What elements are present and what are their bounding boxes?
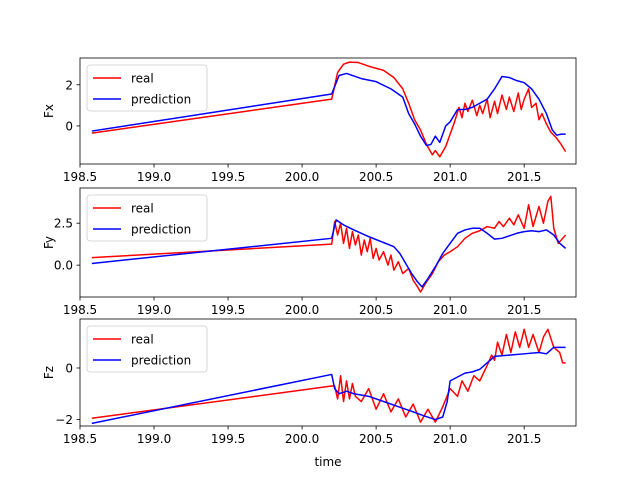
x-tick-label: 200.5 [359,432,393,446]
x-tick-label: 201.5 [507,303,541,317]
x-tick-label: 200.0 [285,303,319,317]
series-line-real [91,328,566,423]
series-line-real [91,61,567,158]
legend-label-real: real [131,72,154,86]
y-tick-label: 0 [65,119,73,133]
x-tick-label: 201.0 [433,170,467,184]
panel-2: 198.5 199.0 199.5 200.0 200.5 201.0 201.5 0.0 2.… [42,187,577,317]
x-tick-label: 200.5 [359,170,393,184]
y-axis-label: Fx [42,104,56,118]
legend: real prediction [86,64,208,112]
axes-frame [79,57,577,165]
series-line-prediction [91,72,566,147]
legend: real prediction [86,325,208,373]
x-tick-label: 201.5 [507,432,541,446]
y-tick-label: 0.0 [54,259,73,273]
panel-3: 198.5 199.0 199.5 200.0 200.5 201.0 201.5 −2 0 Fz… [42,318,577,469]
legend-label-prediction: prediction [131,93,191,107]
x-tick-label: 199.0 [137,432,171,446]
x-tick-label: 199.0 [137,303,171,317]
x-tick-label: 199.5 [211,432,245,446]
x-tick-label: 201.0 [433,303,467,317]
x-tick-label: 201.5 [507,170,541,184]
legend: real prediction [86,194,208,242]
x-tick-label: 199.5 [211,303,245,317]
series-line-prediction [91,219,567,288]
x-tick-label: 198.5 [63,303,97,317]
x-tick-label: 200.0 [285,432,319,446]
axes-frame [79,318,577,427]
legend-label-prediction: prediction [131,354,191,368]
x-tick-label: 200.0 [285,170,319,184]
y-tick-label: −2 [55,413,73,427]
x-tick-label: 200.5 [359,303,393,317]
y-tick-label: 2.5 [54,217,73,231]
x-tick-label: 201.0 [433,432,467,446]
y-tick-label: 0 [65,361,73,375]
x-tick-label: 199.5 [211,170,245,184]
panel-1: 198.5 199.0 199.5 200.0 200.5 201.0 201.5 0 2 Fx r… [42,57,577,184]
series-line-real [91,195,567,293]
x-tick-label: 199.0 [137,170,171,184]
x-tick-label: 198.5 [63,432,97,446]
x-tick-label: 198.5 [63,170,97,184]
legend-label-real: real [131,333,154,347]
y-axis-label: Fy [42,236,56,249]
x-axis-label: time [314,455,341,469]
axes-frame [79,187,577,298]
series-line-prediction [91,346,566,425]
y-axis-label: Fz [42,366,56,379]
legend-label-prediction: prediction [131,223,191,237]
y-tick-label: 2 [65,78,73,92]
legend-label-real: real [131,202,154,216]
